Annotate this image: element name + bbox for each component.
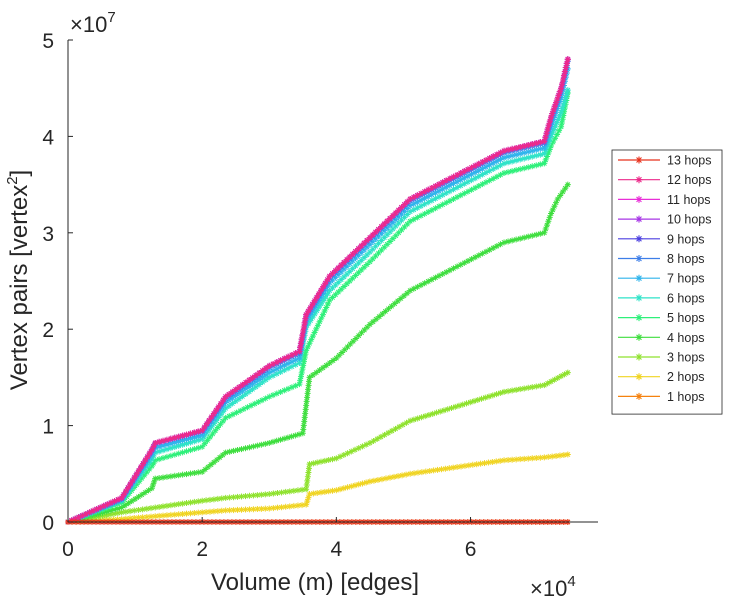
legend-item: 8 hops xyxy=(618,252,705,266)
legend-marker xyxy=(635,176,643,184)
series-line xyxy=(67,59,569,523)
x-multiplier: ×104 xyxy=(530,573,576,600)
legend-item: 9 hops xyxy=(618,232,705,246)
series-line xyxy=(67,59,569,523)
legend-box xyxy=(611,149,723,415)
legend-label: 7 hops xyxy=(667,272,705,286)
legend-label: 1 hops xyxy=(667,390,705,404)
legend: 13 hops 12 hops 11 hops 10 hops 9 hops 8 hops… xyxy=(611,149,723,415)
series-markers xyxy=(65,56,571,525)
legend-label: 13 hops xyxy=(667,154,711,168)
series-line xyxy=(67,59,569,523)
legend-item: 5 hops xyxy=(618,311,705,325)
legend-item: 6 hops xyxy=(618,291,705,305)
legend-marker xyxy=(635,392,643,400)
x-tick-label: 4 xyxy=(331,538,343,561)
legend-label: 6 hops xyxy=(667,291,705,305)
legend-label: 4 hops xyxy=(667,331,705,345)
legend-item: 4 hops xyxy=(618,331,705,345)
series-layer xyxy=(65,56,571,525)
legend-item: 1 hops xyxy=(618,390,705,404)
x-tick-label: 6 xyxy=(465,538,477,561)
y-tick-label: 5 xyxy=(42,30,54,53)
series-markers xyxy=(65,58,571,525)
legend-item: 11 hops xyxy=(618,193,711,207)
series-markers xyxy=(65,56,571,525)
x-tick-label: 0 xyxy=(62,538,74,561)
legend-label: 8 hops xyxy=(667,252,705,266)
legend-item: 2 hops xyxy=(618,370,705,384)
legend-label: 10 hops xyxy=(667,213,711,227)
legend-label: 2 hops xyxy=(667,370,705,384)
legend-label: 9 hops xyxy=(667,232,705,246)
legend-label: 11 hops xyxy=(667,193,711,207)
x-axis-label: Volume (m) [edges] xyxy=(211,569,419,596)
y-tick-label: 1 xyxy=(42,416,54,439)
series-line xyxy=(67,61,569,523)
legend-marker xyxy=(635,235,643,243)
legend-marker xyxy=(635,274,643,282)
series-11-hops xyxy=(65,56,571,525)
y-tick-label: 0 xyxy=(42,512,54,535)
legend-label: 3 hops xyxy=(667,351,705,365)
series-8-hops xyxy=(65,58,571,525)
legend-marker xyxy=(635,373,643,381)
legend-item: 12 hops xyxy=(618,173,711,187)
y-tick-label: 2 xyxy=(42,319,54,342)
y-tick-label: 4 xyxy=(42,126,54,149)
series-markers xyxy=(65,369,571,525)
series-10-hops xyxy=(65,56,571,525)
legend-marker xyxy=(635,353,643,361)
series-12-hops xyxy=(65,56,571,525)
legend-marker xyxy=(635,195,643,203)
series-5-hops xyxy=(65,90,571,525)
legend-item: 10 hops xyxy=(618,213,711,227)
axes-layer: 0 2 4 6 0 1 2 3 4 5 xyxy=(42,30,598,561)
legend-item: 3 hops xyxy=(618,351,705,365)
y-axis-label: Vertex pairs [vertex2] xyxy=(4,170,33,390)
legend-item: 13 hops xyxy=(618,154,711,168)
legend-marker xyxy=(635,255,643,262)
legend-marker xyxy=(635,333,643,341)
y-multiplier: ×107 xyxy=(70,9,116,37)
x-tick-label: 2 xyxy=(196,538,208,561)
series-markers xyxy=(65,56,571,525)
legend-label: 5 hops xyxy=(667,311,705,325)
y-tick-label: 3 xyxy=(42,223,54,246)
legend-marker xyxy=(635,294,643,302)
series-3-hops xyxy=(65,369,571,525)
legend-marker xyxy=(635,314,643,322)
series-9-hops xyxy=(65,56,571,525)
legend-item: 7 hops xyxy=(618,272,705,286)
legend-marker xyxy=(635,156,643,164)
legend-marker xyxy=(635,215,643,223)
legend-label: 12 hops xyxy=(667,173,711,187)
series-line xyxy=(67,59,569,523)
series-markers xyxy=(65,56,571,525)
